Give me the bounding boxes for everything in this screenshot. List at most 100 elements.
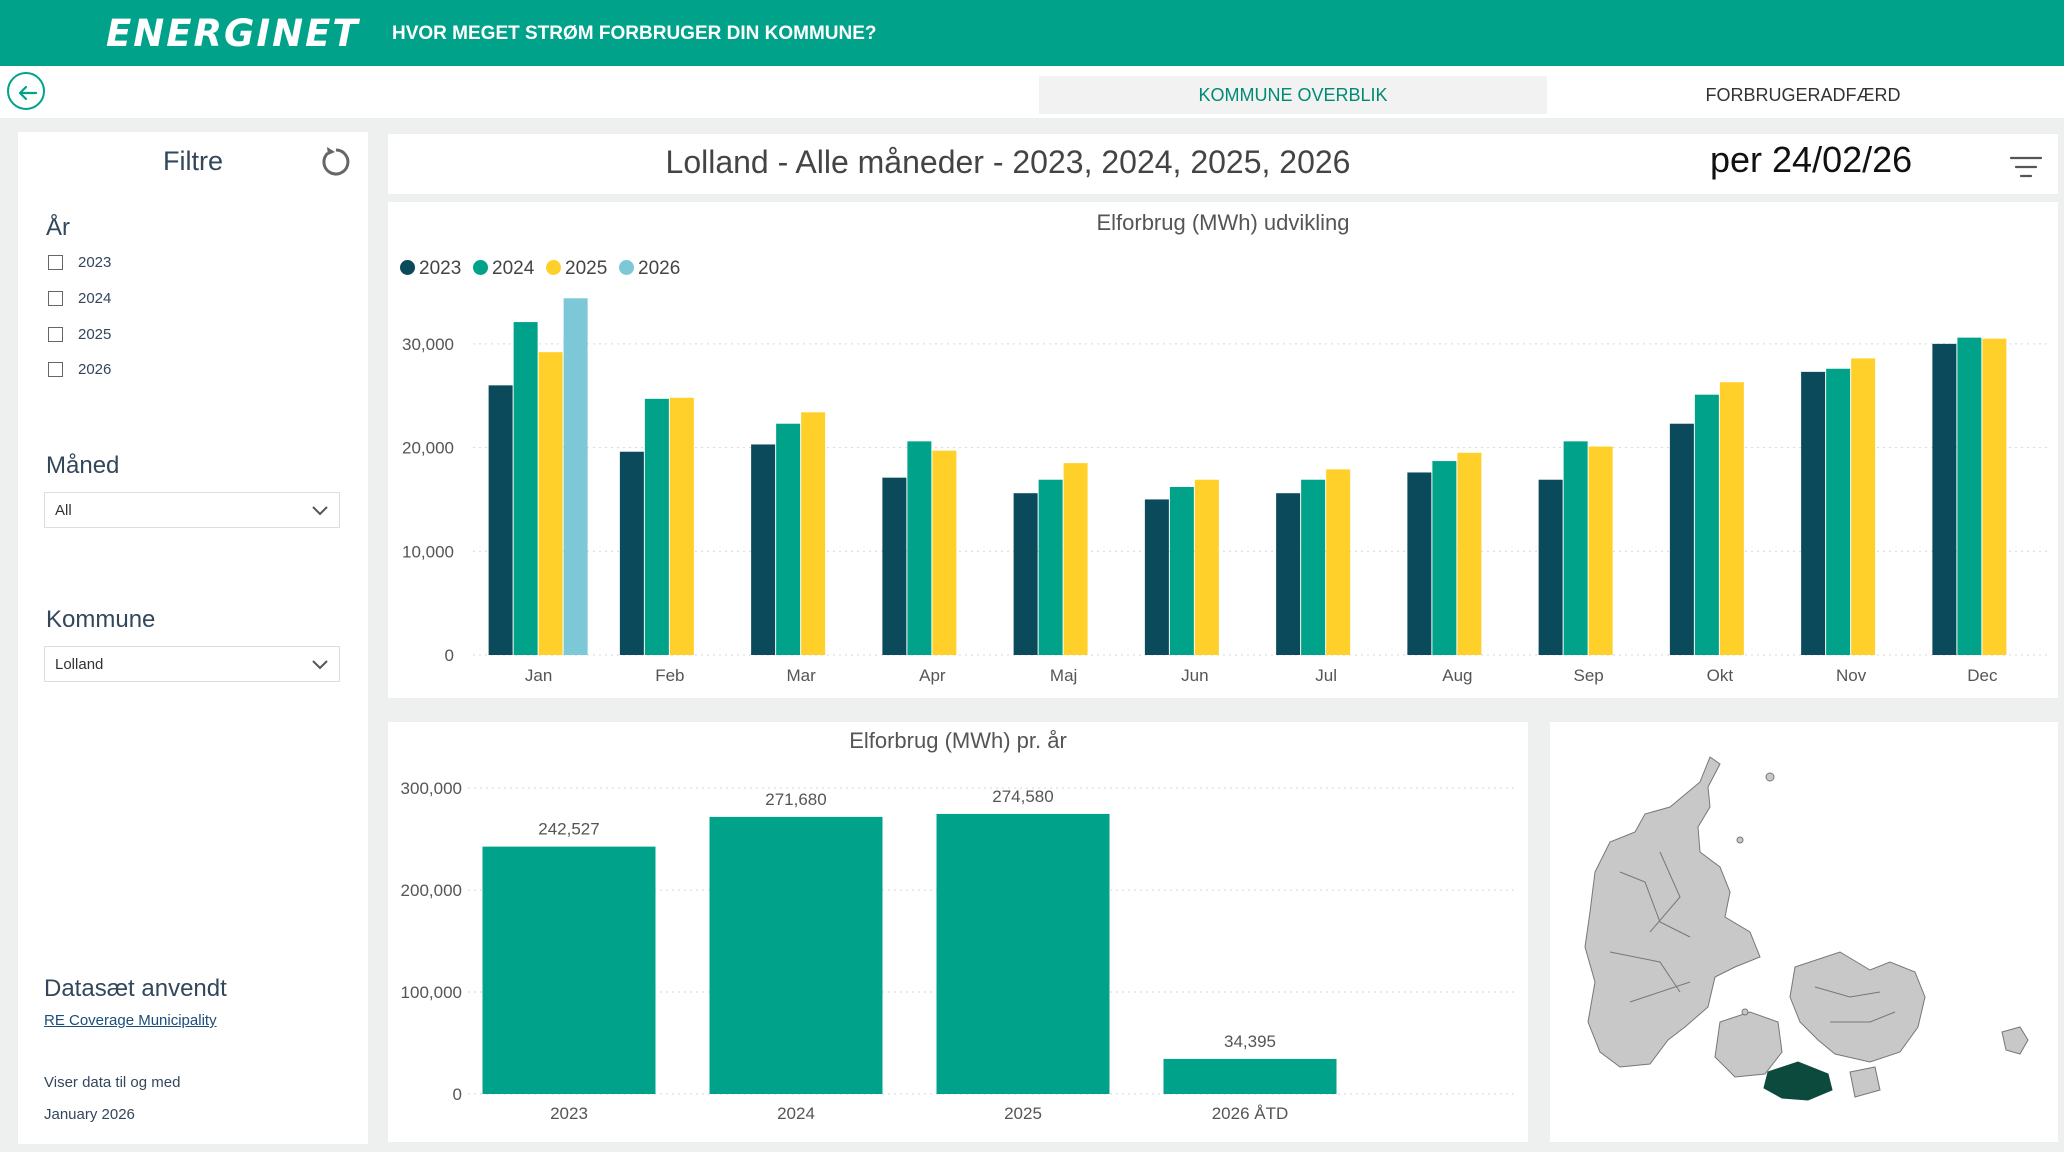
month-filter-label: Måned <box>46 452 120 479</box>
bar-2025-sep <box>1588 446 1613 655</box>
bar-2023-sep <box>1538 479 1563 655</box>
legend-dot <box>619 260 634 275</box>
bar-2024-feb <box>644 398 669 655</box>
checkbox[interactable] <box>48 362 63 377</box>
bar-2023-maj <box>1013 493 1038 655</box>
x-tick-label: Jan <box>525 666 552 685</box>
bar-2025-jan <box>538 352 563 655</box>
chevron-down-icon <box>312 660 328 670</box>
bar-2025-jun <box>1194 479 1219 655</box>
bar-2023-jun <box>1144 499 1169 655</box>
bar-2023-apr <box>882 477 907 655</box>
x-tick-label: Aug <box>1442 666 1472 685</box>
lolland-highlight[interactable] <box>1763 1061 1833 1101</box>
x-tick-label: Jun <box>1181 666 1208 685</box>
data-note-month: January 2026 <box>44 1106 135 1123</box>
bar-2024-nov <box>1826 368 1851 655</box>
filter-panel: Filtre År 2023 2024 2025 2026 Måned All … <box>18 132 368 1144</box>
legend-item-2023[interactable]: 2023 <box>400 258 461 280</box>
legend-item-2024[interactable]: 2024 <box>473 258 534 280</box>
y-tick-label: 10,000 <box>402 542 454 561</box>
y-tick-label: 30,000 <box>402 335 454 354</box>
report-date: per 24/02/26 <box>1710 139 1913 180</box>
zealand-region <box>1789 951 1926 1098</box>
legend-item-2026[interactable]: 2026 <box>619 258 680 280</box>
bar-2023-jul <box>1276 493 1301 655</box>
y-tick-label: 20,000 <box>402 439 454 458</box>
yearly-bar-chart: 0 100,000 200,000 300,000 242,527 2023 271,680… <box>401 779 1518 1123</box>
year-filter-label: År <box>46 214 70 241</box>
x-tick-label: 2024 <box>777 1104 815 1123</box>
bar-2023-dec <box>1932 343 1957 655</box>
bar-2025-maj <box>1063 463 1088 655</box>
month-dropdown-value: All <box>55 502 72 519</box>
month-dropdown[interactable]: All <box>44 492 340 528</box>
funen-region <box>1714 1011 1783 1078</box>
bar-2025-okt <box>1719 382 1744 655</box>
x-tick-label: Sep <box>1574 666 1604 685</box>
bar-2026-åtd <box>1163 1058 1337 1094</box>
bar-2024-mar <box>776 423 801 655</box>
y-tick-label: 300,000 <box>401 779 462 798</box>
tab-kommune-overblik[interactable]: KOMMUNE OVERBLIK <box>1039 76 1547 114</box>
dataset-link[interactable]: RE Coverage Municipality <box>44 1012 217 1029</box>
bar-2024-maj <box>1038 479 1063 655</box>
y-tick-label: 100,000 <box>401 983 462 1002</box>
tab-forbrugeradfaerd[interactable]: FORBRUGERADFÆRD <box>1549 76 2057 114</box>
dataset-label: Datasæt anvendt <box>44 975 227 1002</box>
bar-2024-okt <box>1694 394 1719 655</box>
bar-2023-mar <box>751 444 776 655</box>
year-option-label: 2023 <box>78 254 112 271</box>
jutland-region <box>1584 756 1761 1068</box>
map-panel <box>1550 722 2058 1142</box>
data-label: 34,395 <box>1224 1032 1276 1051</box>
x-tick-label: Maj <box>1050 666 1077 685</box>
x-tick-label: Jul <box>1315 666 1337 685</box>
x-tick-label: Dec <box>1967 666 1998 685</box>
bar-2025-apr <box>932 450 957 655</box>
data-label: 274,580 <box>992 787 1053 806</box>
y-tick-label: 0 <box>453 1085 462 1104</box>
x-tick-label: 2025 <box>1004 1104 1042 1123</box>
checkbox[interactable] <box>48 327 63 342</box>
bar-2025-nov <box>1851 358 1876 655</box>
x-tick-label: Okt <box>1707 666 1734 685</box>
legend-label: 2024 <box>492 258 535 279</box>
legend-label: 2026 <box>638 258 681 279</box>
denmark-map[interactable] <box>1550 722 2058 1142</box>
x-tick-label: 2023 <box>550 1104 588 1123</box>
data-label: 271,680 <box>765 790 826 809</box>
reset-icon[interactable] <box>318 144 354 180</box>
bar-2025-aug <box>1457 452 1482 655</box>
bar-2023-feb <box>619 451 644 655</box>
municipality-dropdown[interactable]: Lolland <box>44 646 340 682</box>
bar-2023-jan <box>488 385 513 655</box>
bar-2024 <box>709 816 883 1094</box>
bar-2024-aug <box>1432 461 1457 655</box>
bar-2024-jun <box>1169 486 1194 655</box>
bar-2025-mar <box>801 412 826 655</box>
y-tick-label: 0 <box>445 646 454 665</box>
x-tick-label: Nov <box>1836 666 1867 685</box>
data-note: Viser data til og med <box>44 1074 181 1091</box>
filter-icon[interactable] <box>2009 154 2043 180</box>
bar-2024-apr <box>907 441 932 655</box>
back-button[interactable] <box>7 72 45 110</box>
bar-2025 <box>936 813 1110 1094</box>
legend-item-2025[interactable]: 2025 <box>546 258 607 280</box>
bar-2023 <box>482 846 656 1094</box>
checkbox[interactable] <box>48 255 63 270</box>
checkbox[interactable] <box>48 291 63 306</box>
report-title: Lolland - Alle måneder - 2023, 2024, 202… <box>665 144 1351 180</box>
bar-2025-jul <box>1326 469 1351 655</box>
data-label: 242,527 <box>538 820 599 839</box>
legend-label: 2025 <box>565 258 608 279</box>
bar-2024-sep <box>1563 441 1588 655</box>
year-option-label: 2026 <box>78 361 112 378</box>
top-bar: ENERGINET HVOR MEGET STRØM FORBRUGER DIN… <box>0 0 2064 66</box>
legend-label: 2023 <box>419 258 462 279</box>
monthly-chart-title: Elforbrug (MWh) udvikling <box>1096 210 1350 235</box>
yearly-chart-title: Elforbrug (MWh) pr. år <box>849 728 1067 753</box>
x-tick-label: Apr <box>919 666 946 685</box>
legend-dot <box>473 260 488 275</box>
